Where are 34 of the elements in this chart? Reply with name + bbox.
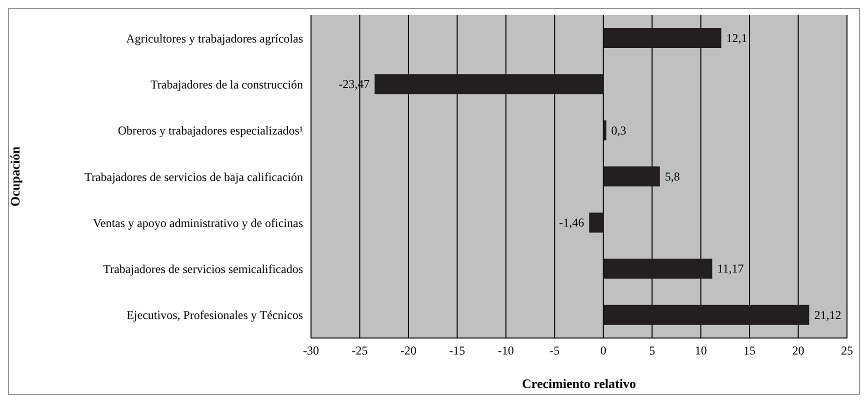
x-tick-label: -25 bbox=[352, 344, 368, 358]
x-tick-label: -15 bbox=[449, 344, 466, 358]
y-tick-label: Agricultores y trabajadores agrícolas bbox=[126, 31, 304, 46]
x-tick-label: 0 bbox=[600, 344, 606, 358]
y-tick-label: Obreros y trabajadores especializados¹ bbox=[118, 124, 304, 138]
x-tick-label: -5 bbox=[550, 344, 560, 358]
bar bbox=[603, 258, 712, 279]
bar bbox=[589, 212, 604, 233]
y-tick-label: Trabajadores de servicios de baja calificación bbox=[84, 170, 303, 184]
x-tick-label: 5 bbox=[649, 344, 656, 358]
data-label: 21,12 bbox=[814, 308, 842, 322]
x-axis-title: Crecimiento relativo bbox=[522, 376, 636, 391]
data-label: 11,17 bbox=[717, 262, 744, 276]
y-tick-label: Ejecutivos, Profesionales y Técnicos bbox=[126, 308, 304, 322]
x-tick-label: -10 bbox=[498, 344, 514, 358]
x-tick-label: 20 bbox=[792, 344, 804, 358]
x-tick-label: 10 bbox=[694, 344, 707, 358]
y-tick-label: Ventas y apoyo administrativo y de oficinas bbox=[93, 216, 304, 230]
data-label: 12,1 bbox=[726, 31, 748, 45]
x-tick-label: 25 bbox=[841, 344, 853, 358]
x-tick-label: -30 bbox=[303, 344, 319, 358]
bar bbox=[603, 304, 810, 325]
data-label: 0,3 bbox=[611, 123, 626, 138]
bar bbox=[603, 120, 606, 140]
data-label: 5,8 bbox=[664, 169, 680, 184]
x-tick-label: -20 bbox=[400, 344, 416, 358]
y-tick-label: Trabajadores de servicios semicalificados bbox=[103, 262, 304, 276]
bar bbox=[603, 28, 722, 48]
y-tick-label: Trabajadores de la construcción bbox=[150, 77, 303, 92]
y-axis-title: Ocupación bbox=[8, 146, 23, 206]
x-tick-label: 15 bbox=[744, 344, 756, 358]
bar bbox=[603, 166, 660, 186]
bar bbox=[374, 74, 604, 94]
data-label: -1,46 bbox=[559, 216, 584, 230]
